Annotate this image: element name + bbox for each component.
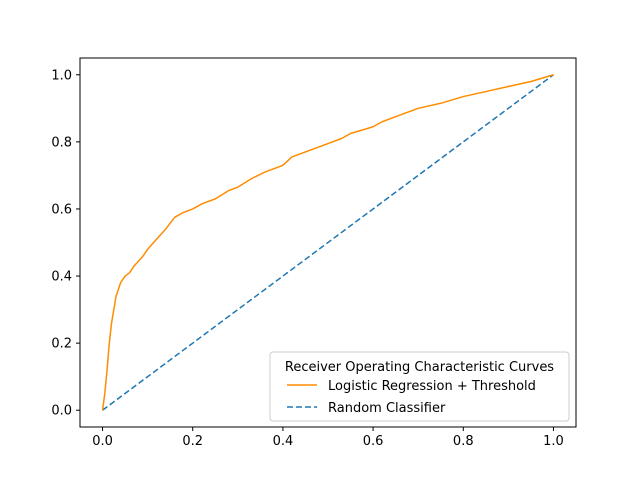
x-tick-label: 1.0 — [543, 434, 564, 449]
legend: Receiver Operating Characteristic Curves… — [269, 351, 570, 422]
series-line-random-classifier — [102, 74, 554, 411]
x-tick-label: 0.6 — [363, 434, 384, 449]
x-tick-label: 0.4 — [273, 434, 294, 449]
x-tick-label: 0.2 — [182, 434, 203, 449]
legend-title: Receiver Operating Characteristic Curves — [285, 360, 554, 375]
y-tick-label: 0.8 — [51, 135, 72, 150]
legend-label-logistic-regression: Logistic Regression + Threshold — [328, 379, 536, 394]
y-tick-label: 0.0 — [51, 404, 72, 419]
x-tick-label: 0.8 — [453, 434, 474, 449]
y-tick-label: 1.0 — [51, 68, 72, 83]
axes-frame — [79, 57, 577, 428]
legend-label-random-classifier: Random Classifier — [328, 401, 446, 416]
y-tick-label: 0.4 — [51, 270, 72, 285]
y-tick-label: 0.2 — [51, 337, 72, 352]
legend-box — [269, 351, 570, 422]
plot-area — [101, 74, 554, 411]
x-tick-label: 0.0 — [92, 434, 113, 449]
y-axis: 0.0 0.2 0.4 0.6 0.8 1.0 — [51, 68, 80, 419]
x-axis: 0.0 0.2 0.4 0.6 0.8 1.0 — [92, 427, 564, 449]
y-tick-label: 0.6 — [51, 202, 72, 217]
series-line-logistic-regression — [101, 74, 554, 411]
